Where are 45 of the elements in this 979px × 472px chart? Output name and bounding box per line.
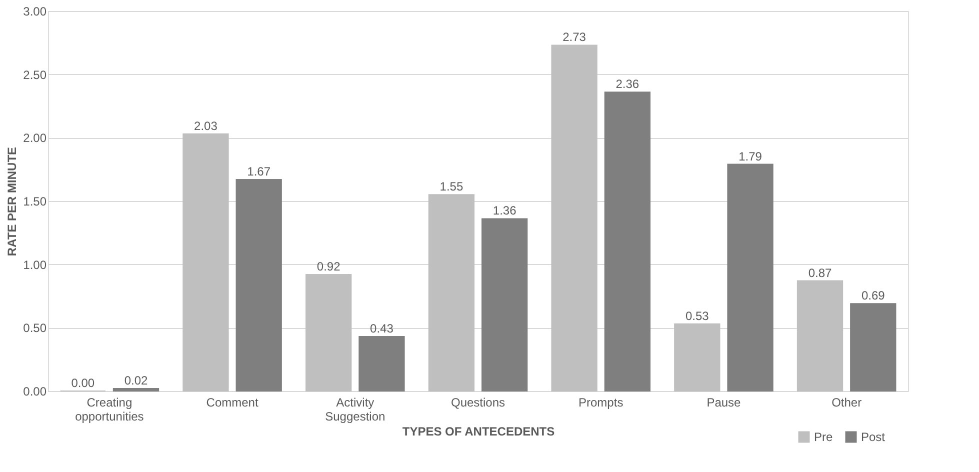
bar (428, 194, 475, 392)
legend-label: Pre (814, 430, 833, 444)
y-tick-label: 0.50 (23, 321, 47, 336)
y-tick-label: 1.50 (23, 194, 47, 208)
x-tick-label: Pause (706, 396, 742, 410)
bar (481, 218, 528, 392)
bar (112, 388, 160, 392)
bar (850, 303, 896, 392)
bar (306, 274, 352, 392)
y-axis-title: RATE PER MINUTE (5, 146, 20, 256)
bar (236, 178, 282, 392)
data-label: 0.02 (124, 373, 148, 388)
data-label: 0.53 (685, 308, 710, 323)
bar (551, 44, 598, 392)
bar (182, 133, 229, 392)
x-axis-title: TYPES OF ANTECEDENTS (402, 424, 555, 438)
x-tick-label: Comment (206, 396, 259, 410)
data-label: 2.03 (194, 118, 218, 133)
x-tick-label: Activity Suggestion (325, 396, 386, 424)
y-tick-label: 0.00 (23, 384, 47, 398)
x-tick-label: Creating opportunities (75, 396, 144, 424)
bar (358, 336, 405, 392)
data-label: 1.36 (492, 204, 517, 218)
data-label: 0.92 (316, 259, 341, 274)
y-tick-label: 3.00 (23, 4, 47, 18)
data-label: 0.87 (808, 266, 832, 280)
y-tick-label: 1.00 (23, 258, 47, 272)
data-label: 1.55 (440, 180, 464, 194)
bar (796, 280, 844, 392)
data-label: 1.67 (247, 164, 271, 178)
data-label: 2.73 (562, 30, 586, 44)
data-label: 2.36 (616, 77, 640, 92)
y-tick-label: 2.00 (23, 131, 47, 146)
x-tick-label: Prompts (578, 396, 624, 410)
data-label: 0.69 (861, 288, 886, 303)
data-label: 0.43 (370, 322, 394, 336)
x-tick-label: Other (832, 396, 862, 410)
bar (727, 164, 774, 392)
y-tick-label: 2.50 (23, 68, 47, 82)
legend-label: Post (861, 430, 886, 444)
data-label: 1.79 (738, 149, 762, 164)
bar (674, 323, 720, 392)
data-label: 0.00 (71, 376, 95, 390)
bar (604, 92, 650, 392)
x-tick-label: Questions (450, 396, 506, 410)
